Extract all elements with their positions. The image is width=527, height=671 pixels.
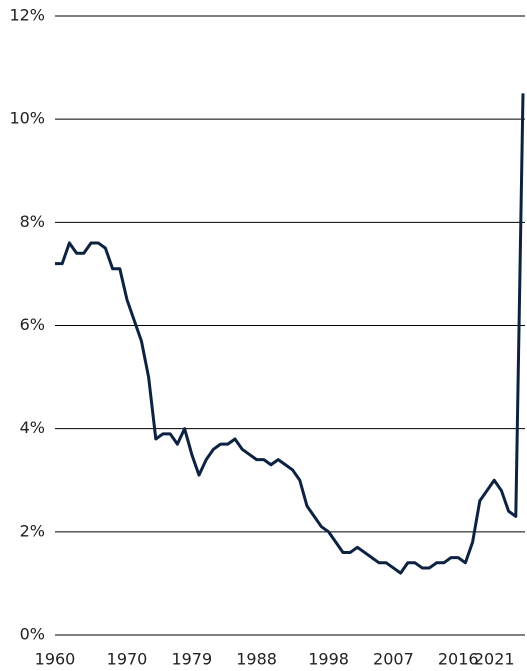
y-tick-label: 10% — [9, 109, 45, 128]
data-line — [55, 93, 525, 575]
y-tick-label: 0% — [20, 625, 45, 644]
x-tick-label: 2021 — [474, 650, 515, 669]
x-tick-label: 1988 — [236, 650, 277, 669]
x-tick-label: 2007 — [373, 650, 414, 669]
y-tick-label: 8% — [20, 212, 45, 231]
y-tick-label: 4% — [20, 418, 45, 437]
x-tick-label: 1970 — [107, 650, 148, 669]
x-tick-label: 1960 — [35, 650, 76, 669]
y-tick-label: 12% — [9, 6, 45, 25]
x-tick-label: 2016 — [438, 650, 479, 669]
x-tick-label: 1998 — [308, 650, 349, 669]
y-tick-label: 2% — [20, 521, 45, 540]
x-tick-label: 1979 — [171, 650, 212, 669]
y-tick-label: 6% — [20, 315, 45, 334]
